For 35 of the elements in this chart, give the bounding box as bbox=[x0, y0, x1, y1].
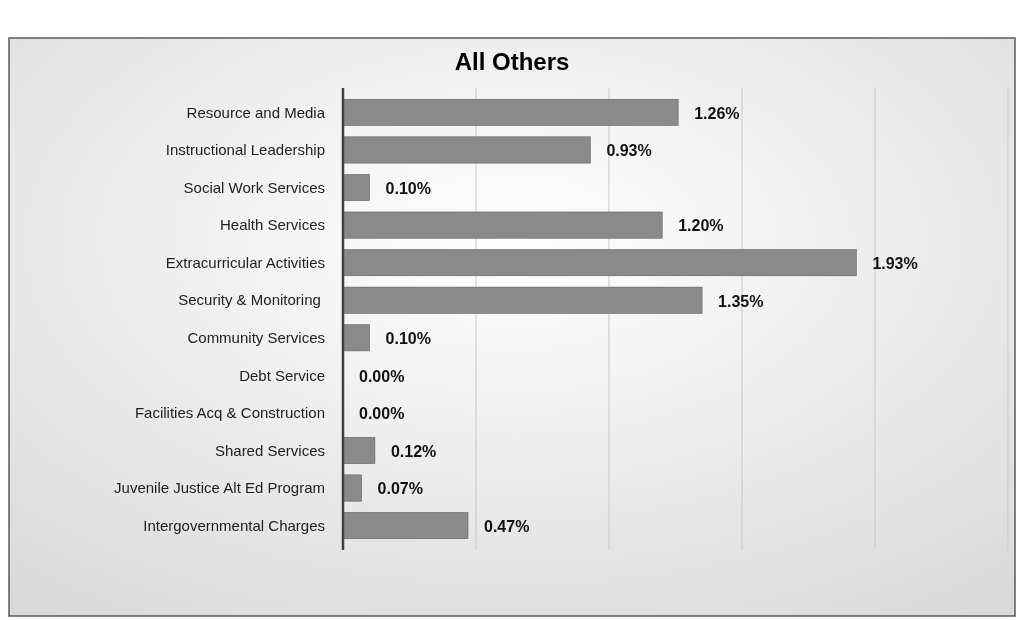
y-tick-label: Extracurricular Activities bbox=[165, 253, 325, 271]
y-tick-label: Instructional Leadership bbox=[165, 141, 325, 159]
y-tick-label: Health Services bbox=[219, 216, 325, 234]
data-label: 0.93% bbox=[606, 142, 652, 160]
data-label: 1.26% bbox=[694, 104, 740, 122]
data-label: 0.00% bbox=[359, 405, 405, 423]
bar bbox=[342, 136, 591, 164]
y-tick-label: Resource and Media bbox=[186, 103, 326, 121]
bar bbox=[342, 174, 370, 201]
data-label: 1.35% bbox=[718, 292, 764, 310]
bar bbox=[342, 474, 362, 502]
data-label: 0.10% bbox=[385, 179, 431, 197]
y-tick-label: Security & Monitoring bbox=[178, 291, 325, 309]
y-tick-label: Juvenile Justice Alt Ed Program bbox=[114, 479, 325, 497]
chart-title: All Others bbox=[454, 48, 570, 75]
data-label: 0.10% bbox=[385, 330, 431, 348]
bar bbox=[342, 437, 376, 464]
data-label: 0.47% bbox=[484, 517, 530, 535]
y-tick-label: Debt Service bbox=[239, 366, 325, 384]
data-label: 1.93% bbox=[872, 255, 918, 273]
bar bbox=[342, 512, 469, 539]
bar bbox=[342, 286, 703, 314]
bar bbox=[342, 249, 857, 277]
bar bbox=[342, 211, 663, 239]
data-label: 1.20% bbox=[678, 217, 724, 235]
y-tick-label: Community Services bbox=[187, 329, 325, 347]
y-tick-label: Facilities Acq & Construction bbox=[134, 404, 325, 422]
bar bbox=[342, 99, 679, 126]
data-label: 0.12% bbox=[390, 442, 437, 460]
y-tick-label: Intergovernmental Charges bbox=[143, 516, 325, 534]
data-label: 0.07% bbox=[377, 480, 423, 498]
data-label: 0.00% bbox=[359, 367, 405, 385]
bar bbox=[342, 324, 370, 352]
y-tick-label: Shared Services bbox=[214, 441, 325, 459]
y-tick-label: Social Work Services bbox=[183, 178, 325, 196]
